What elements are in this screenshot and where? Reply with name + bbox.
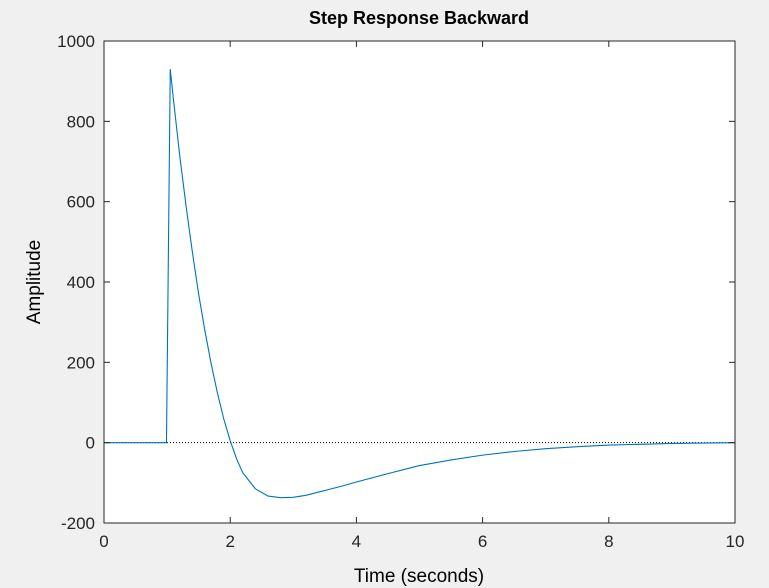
- x-tick-label: 8: [604, 532, 613, 551]
- y-tick-label: 800: [67, 112, 95, 131]
- x-tick-label: 6: [478, 532, 487, 551]
- y-tick-label: -200: [61, 514, 95, 533]
- y-tick-label: 400: [67, 273, 95, 292]
- y-tick-label: 600: [67, 193, 95, 212]
- y-tick-label: 1000: [57, 32, 95, 51]
- x-tick-label: 0: [99, 532, 108, 551]
- x-axis-label: Time (seconds): [354, 566, 484, 587]
- x-tick-label: 2: [225, 532, 234, 551]
- x-tick-label: 4: [352, 532, 361, 551]
- chart-title: Step Response Backward: [309, 8, 529, 28]
- x-tick-label: 10: [726, 532, 745, 551]
- y-tick-label: 200: [67, 353, 95, 372]
- series-line-0: [104, 69, 736, 499]
- y-axis-label: Amplitude: [24, 240, 45, 325]
- plot-area: [104, 41, 735, 523]
- y-tick-label: 0: [86, 434, 95, 453]
